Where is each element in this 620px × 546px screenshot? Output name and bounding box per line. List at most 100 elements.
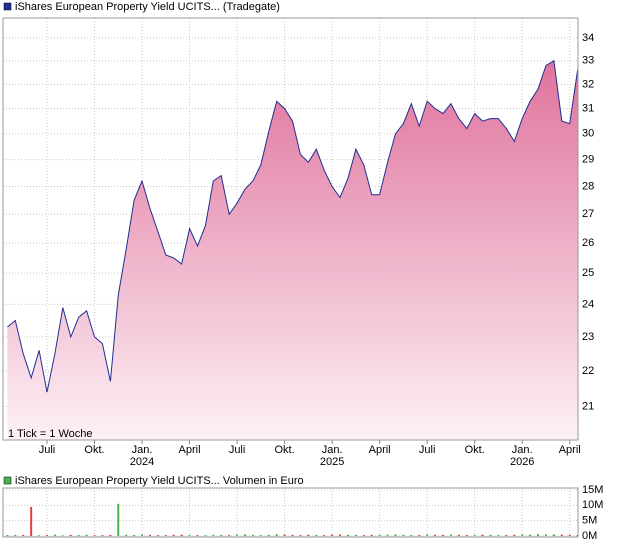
volume-bar	[196, 535, 199, 536]
y-tick-label: 23	[582, 331, 594, 343]
y-tick-label: 25	[582, 267, 594, 279]
volume-bar	[236, 534, 239, 536]
volume-bar	[346, 534, 349, 536]
y-tick-label: 21	[582, 400, 594, 412]
y-tick-label: 28	[582, 180, 594, 192]
volume-bar	[61, 535, 64, 536]
volume-bar	[6, 535, 9, 536]
volume-bar	[283, 534, 286, 536]
volume-bar	[457, 534, 460, 536]
volume-bar	[291, 534, 294, 536]
y-tick-label: 29	[582, 154, 594, 166]
volume-bar	[204, 535, 207, 536]
volume-bar	[465, 535, 468, 536]
volume-bar	[69, 534, 72, 536]
volume-bar	[101, 535, 104, 536]
volume-bar	[481, 534, 484, 536]
volume-bar	[537, 534, 540, 536]
volume-bar	[331, 534, 334, 536]
y-tick-label: 0M	[582, 530, 597, 542]
y-tick-label: 5M	[582, 515, 597, 527]
x-tick-label: April	[369, 444, 391, 456]
x-tick-label: April	[559, 444, 581, 456]
volume-bar	[386, 534, 389, 536]
volume-bar	[354, 534, 357, 536]
volume-bar	[529, 534, 532, 536]
volume-bar	[77, 535, 80, 536]
y-tick-label: 34	[582, 32, 594, 44]
legend-swatch	[3, 2, 12, 11]
volume-bar	[228, 535, 231, 536]
volume-bar	[552, 534, 555, 536]
volume-bar	[473, 534, 476, 536]
y-tick-label: 27	[582, 208, 594, 220]
y-tick-label: 32	[582, 78, 594, 90]
volume-bar	[505, 535, 508, 536]
volume-bar	[394, 534, 397, 536]
x-tick-label: Juli	[39, 444, 56, 456]
x-tick-label: Okt.	[465, 444, 485, 456]
volume-bar	[521, 534, 524, 536]
volume-bar	[426, 534, 429, 536]
volume-bar	[323, 535, 326, 536]
volume-bar	[188, 534, 191, 536]
volume-bar	[212, 534, 215, 536]
volume-bar	[434, 534, 437, 536]
volume-bar	[568, 534, 571, 536]
volume-bar	[133, 535, 136, 536]
plot-frame	[2, 487, 579, 538]
volume-bar	[22, 534, 25, 536]
volume-bar	[497, 534, 500, 536]
volume-bar	[38, 535, 41, 536]
volume-bar	[53, 534, 56, 536]
y-tick-label: 15M	[582, 484, 603, 496]
x-year-label: 2026	[510, 456, 534, 468]
volume-bar	[402, 534, 405, 536]
volume-bar	[156, 535, 159, 536]
x-tick-label: April	[179, 444, 201, 456]
annotation: 1 Tick = 1 Woche	[8, 428, 92, 440]
volume-bar	[259, 535, 262, 536]
volume-bar	[275, 534, 278, 536]
volume-bar	[489, 534, 492, 536]
y-tick-label: 26	[582, 237, 594, 249]
volume-bar	[362, 535, 365, 536]
x-tick-label: Jan.	[322, 444, 343, 456]
volume-bar	[251, 534, 254, 536]
volume-bar	[85, 534, 88, 536]
price-line	[7, 59, 579, 393]
volume-bar	[560, 534, 563, 536]
x-tick-label: Okt.	[84, 444, 104, 456]
x-year-label: 2025	[320, 456, 344, 468]
x-tick-label: Juli	[419, 444, 436, 456]
volume-bar	[449, 534, 452, 536]
volume-bar	[315, 534, 318, 536]
volume-bar	[180, 534, 183, 536]
volume-bar	[410, 534, 413, 536]
volume-bar	[299, 535, 302, 536]
x-year-label: 2024	[130, 456, 154, 468]
volume-bar	[117, 503, 120, 536]
volume-bar	[307, 534, 310, 536]
y-tick-label: 24	[582, 298, 594, 310]
volume-bar	[244, 534, 246, 536]
volume-bar	[14, 534, 17, 536]
y-tick-label: 33	[582, 55, 594, 67]
legend-label: iShares European Property Yield UCITS...…	[15, 475, 304, 487]
x-tick-label: Juli	[229, 444, 246, 456]
volume-bar	[148, 534, 151, 536]
volume-bar	[46, 535, 48, 536]
volume-bar	[513, 534, 516, 536]
price-area	[7, 60, 578, 441]
volume-bar	[339, 534, 342, 536]
y-tick-label: 31	[582, 103, 594, 115]
volume-bar	[172, 534, 175, 536]
y-tick-label: 22	[582, 365, 594, 377]
x-tick-label: Jan.	[132, 444, 153, 456]
volume-bar	[164, 535, 167, 536]
volume-bar	[544, 534, 547, 536]
volume-bar	[267, 534, 270, 536]
volume-bar	[220, 534, 223, 536]
volume-bar	[141, 534, 144, 536]
